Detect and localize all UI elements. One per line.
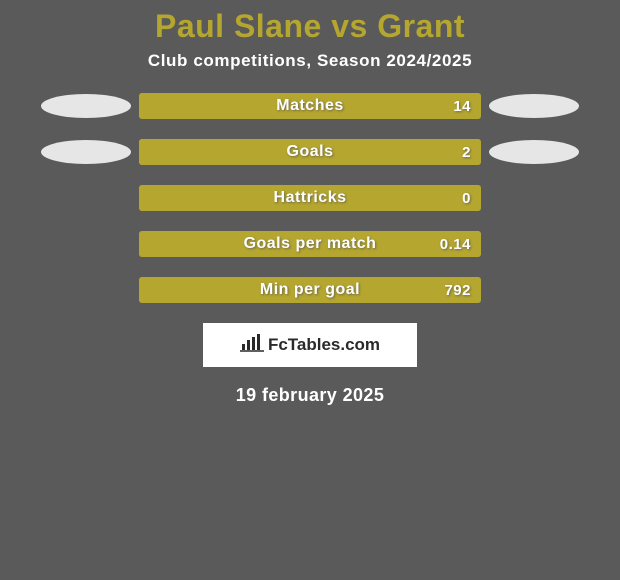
left-ellipse bbox=[41, 140, 131, 164]
footer-date: 19 february 2025 bbox=[0, 385, 620, 406]
stat-row: Min per goal 792 bbox=[0, 277, 620, 303]
stat-label: Min per goal bbox=[260, 281, 360, 299]
stat-bar: Goals per match 0.14 bbox=[139, 231, 481, 257]
left-ellipse bbox=[41, 94, 131, 118]
stat-value: 2 bbox=[462, 144, 471, 161]
stat-row: Hattricks 0 bbox=[0, 185, 620, 211]
right-ellipse bbox=[489, 94, 579, 118]
stat-label: Goals bbox=[287, 143, 334, 161]
right-ellipse bbox=[489, 278, 579, 302]
stat-value: 792 bbox=[444, 282, 471, 299]
right-ellipse bbox=[489, 232, 579, 256]
right-ellipse bbox=[489, 140, 579, 164]
stat-row: Goals per match 0.14 bbox=[0, 231, 620, 257]
bar-chart-icon bbox=[240, 334, 264, 357]
stat-bar: Goals 2 bbox=[139, 139, 481, 165]
page-subtitle: Club competitions, Season 2024/2025 bbox=[0, 51, 620, 71]
logo-text: FcTables.com bbox=[268, 335, 380, 355]
stat-bar: Matches 14 bbox=[139, 93, 481, 119]
stats-bars: Matches 14 Goals 2 Hattricks 0 Goals per match… bbox=[0, 93, 620, 303]
stat-label: Hattricks bbox=[274, 189, 347, 207]
stat-bar: Min per goal 792 bbox=[139, 277, 481, 303]
page-title: Paul Slane vs Grant bbox=[0, 0, 620, 45]
logo-box: FcTables.com bbox=[203, 323, 417, 367]
stat-label: Matches bbox=[276, 97, 344, 115]
stat-bar: Hattricks 0 bbox=[139, 185, 481, 211]
stat-value: 0.14 bbox=[440, 236, 471, 253]
left-ellipse bbox=[41, 186, 131, 210]
left-ellipse bbox=[41, 278, 131, 302]
stat-value: 0 bbox=[462, 190, 471, 207]
stat-row: Goals 2 bbox=[0, 139, 620, 165]
stats-card: Paul Slane vs Grant Club competitions, S… bbox=[0, 0, 620, 580]
stat-row: Matches 14 bbox=[0, 93, 620, 119]
left-ellipse bbox=[41, 232, 131, 256]
stat-label: Goals per match bbox=[244, 235, 377, 253]
stat-value: 14 bbox=[453, 98, 471, 115]
right-ellipse bbox=[489, 186, 579, 210]
